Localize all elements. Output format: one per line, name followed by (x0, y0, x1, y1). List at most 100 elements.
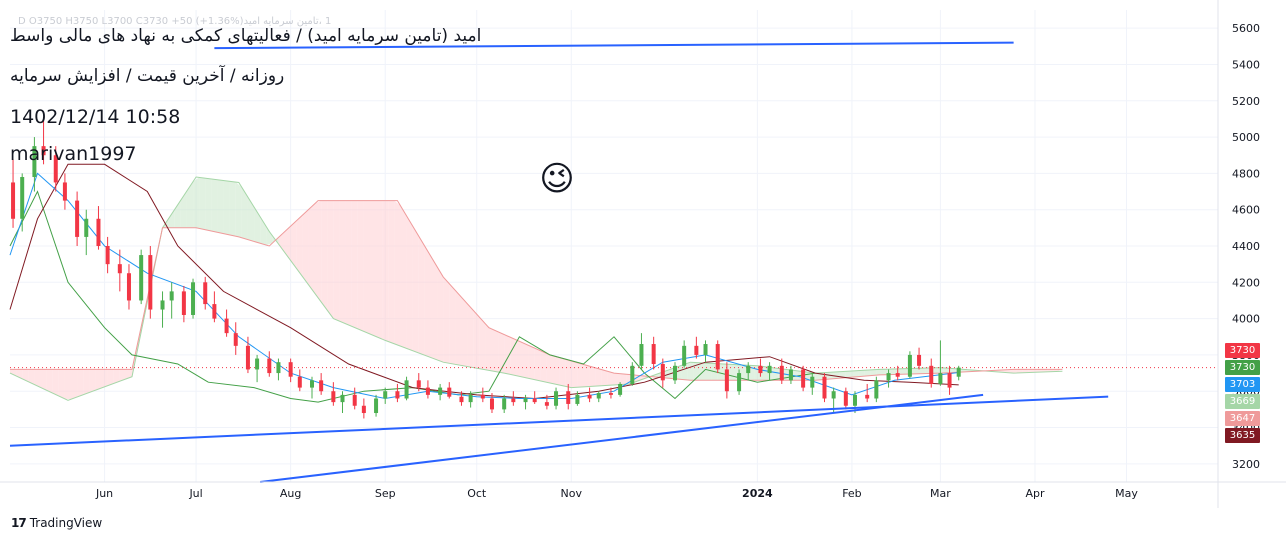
candle-body (340, 394, 345, 403)
cloud-segment (193, 177, 200, 229)
cloud-segment (388, 200, 395, 344)
cloud-segment (510, 337, 517, 376)
candle-body (267, 358, 272, 374)
cloud-segment (516, 339, 523, 378)
candle-body (139, 255, 144, 301)
cloud-segment (125, 369, 133, 379)
y-tick-label: 5000 (1232, 131, 1260, 144)
trendlines[interactable] (9, 41, 1109, 483)
candle-body (673, 365, 678, 381)
cloud-segment (180, 190, 187, 228)
cloud-segment (266, 226, 273, 246)
cloud-segment (870, 369, 877, 376)
cloud-segment (302, 209, 309, 286)
price-tag: 3647 (1225, 411, 1260, 426)
cloud-segment (327, 200, 334, 319)
trendline[interactable] (214, 41, 1014, 50)
candle-body (84, 218, 89, 237)
candle-body (758, 365, 763, 374)
ichimoku-cloud (9, 176, 1063, 401)
cloud-segment (272, 235, 279, 244)
candle-body (11, 182, 16, 219)
chart-title: امید (تامین سرمایه امید) / فعالیتهای کمک… (10, 26, 482, 46)
candle-body (160, 300, 165, 310)
price-tag: 3669 (1225, 394, 1260, 409)
candle-body (587, 394, 592, 399)
cloud-segment (10, 369, 17, 376)
candle-body (511, 398, 516, 403)
candle-body (532, 398, 537, 403)
candle-body (544, 402, 549, 406)
cloud-segment (498, 331, 505, 374)
y-tick-label: 5600 (1232, 22, 1260, 35)
cloud-segment (687, 362, 694, 381)
cloud-segment (522, 342, 529, 379)
candle-body (276, 362, 281, 374)
cloud-segment (101, 369, 108, 388)
candle-body (255, 358, 260, 370)
cloud-segment (339, 200, 346, 324)
tradingview-brand[interactable]: 17 TradingView (11, 516, 102, 530)
cloud-segment (919, 368, 926, 374)
cloud-segment (357, 200, 364, 332)
x-tick-label: Jul (188, 487, 202, 500)
candle-body (489, 398, 494, 410)
cloud-segment (485, 324, 492, 371)
cloud-segment (333, 200, 340, 322)
cloud-segment (241, 187, 248, 240)
candle-body (96, 218, 101, 246)
candle-body (715, 344, 720, 370)
candle-body (126, 273, 131, 301)
candle-body (660, 364, 665, 381)
cloud-segment (254, 206, 261, 244)
axes: 3200340036003800400042004400460048005000… (0, 0, 1286, 508)
candle-body (630, 365, 635, 384)
cloud-segment (77, 369, 84, 397)
cloud-segment (89, 369, 96, 393)
candle-body (917, 354, 922, 366)
candle-body (694, 345, 699, 355)
candle-body (843, 391, 848, 406)
brand-name: TradingView (29, 516, 103, 530)
cloud-segment (455, 290, 462, 366)
cloud-segment (22, 369, 29, 382)
candle-body (32, 146, 37, 178)
candle-body (169, 291, 174, 301)
y-tick-label: 3200 (1232, 458, 1260, 471)
cloud-segment (552, 355, 560, 385)
y-tick-label: 4200 (1232, 276, 1260, 289)
trendline[interactable] (9, 395, 1109, 447)
candle-body (682, 345, 687, 366)
cloud-segment (833, 371, 840, 379)
cloud-segment (260, 216, 267, 246)
cloud-segment (107, 369, 114, 386)
candle-body (224, 318, 229, 334)
trendline[interactable] (260, 393, 984, 483)
cloud-segment (229, 181, 236, 237)
candle-body (352, 394, 357, 406)
cloud-segment (95, 369, 102, 391)
candle-body (810, 376, 815, 388)
candle-body (468, 394, 473, 403)
candle-body (554, 391, 559, 406)
candle-body (117, 264, 122, 274)
candle-body (191, 282, 196, 315)
cloud-segment (119, 369, 126, 382)
candle-body (404, 380, 409, 399)
cloud-segment (815, 372, 822, 381)
cloud-segment (321, 200, 328, 311)
candle-body (233, 333, 238, 346)
candle-body (203, 282, 208, 305)
wink-emoji: 😉 (539, 159, 575, 199)
price-tag: 3730 (1225, 360, 1260, 375)
candle-body (865, 394, 870, 399)
candle-body (822, 376, 827, 399)
candle-body (425, 387, 430, 395)
cloud-segment (437, 266, 444, 363)
price-tag: 3703 (1225, 377, 1260, 392)
candle-body (566, 391, 571, 404)
cloud-segment (412, 226, 419, 354)
cloud-segment (113, 369, 120, 384)
cloud-segment (418, 236, 425, 356)
